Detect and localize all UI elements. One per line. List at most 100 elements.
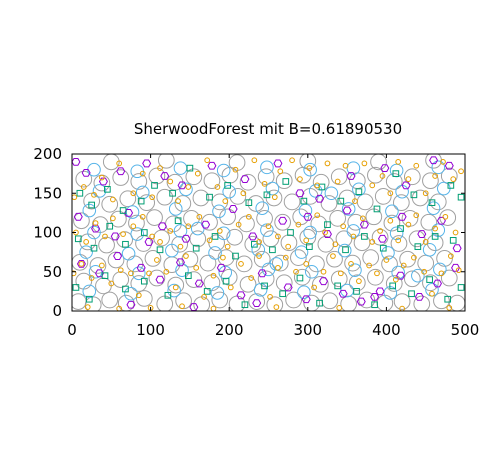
data-point-series-3-16 (355, 188, 363, 196)
data-point-series-0-99 (347, 213, 365, 231)
data-point-series-2-48 (301, 295, 311, 304)
data-point-series-3-0 (76, 189, 84, 197)
data-point-series-2-40 (136, 263, 146, 272)
data-point-series-3-37 (324, 221, 331, 228)
data-point-series-0-24 (112, 271, 130, 288)
data-point-series-4-56 (196, 213, 203, 220)
data-point-series-4-134 (399, 305, 405, 311)
data-point-series-1-22 (251, 242, 266, 257)
data-point-series-4-29 (342, 162, 349, 169)
data-point-series-1-51 (352, 182, 366, 197)
data-point-series-0-31 (239, 275, 257, 293)
data-point-series-0-150 (370, 154, 387, 171)
data-point-series-4-15 (214, 184, 221, 190)
data-point-series-4-33 (379, 173, 386, 179)
data-point-series-2-38 (95, 269, 105, 278)
data-point-series-4-58 (216, 228, 223, 234)
data-point-series-4-55 (185, 223, 192, 230)
data-point-series-0-39 (385, 275, 403, 292)
data-point-series-0-110 (174, 195, 192, 212)
data-point-series-1-29 (173, 224, 188, 238)
data-point-series-4-5 (116, 160, 123, 167)
data-point-series-0-116 (283, 193, 301, 211)
data-point-series-4-126 (455, 267, 462, 274)
data-point-series-0-95 (274, 213, 292, 231)
data-point-series-2-55 (432, 279, 442, 288)
data-point-series-0-139 (330, 168, 348, 186)
data-point-series-4-97 (193, 264, 200, 271)
data-point-series-4-117 (374, 270, 380, 277)
data-point-series-0-84 (73, 212, 90, 230)
data-point-series-0-28 (185, 271, 203, 288)
data-point-series-3-45 (72, 284, 80, 291)
data-point-series-4-124 (438, 270, 445, 277)
data-point-series-3-4 (137, 197, 145, 205)
data-point-series-1-15 (348, 263, 362, 277)
data-point-series-3-35 (287, 229, 294, 236)
data-point-series-2-6 (177, 181, 187, 190)
data-point-series-1-9 (88, 264, 103, 279)
y-tick-label: 200 (33, 145, 62, 163)
data-point-series-2-15 (429, 156, 439, 165)
data-point-series-4-122 (421, 268, 427, 275)
x-tick-label: 500 (451, 321, 480, 339)
data-point-series-1-19 (121, 246, 136, 261)
data-point-series-1-10 (132, 266, 146, 281)
data-point-series-3-59 (334, 282, 341, 290)
data-point-series-2-13 (380, 164, 390, 173)
x-axis: 0 100 200 300 400 500 (67, 154, 479, 339)
plot-area (72, 154, 465, 311)
data-point-series-3-13 (300, 197, 308, 205)
data-point-series-1-65 (324, 186, 339, 201)
data-point-series-2-11 (315, 194, 325, 203)
data-point-series-2-33 (397, 212, 407, 221)
data-point-series-0-60 (381, 255, 398, 273)
data-point-series-4-95 (172, 284, 179, 291)
data-point-series-1-1 (124, 286, 138, 301)
data-point-series-1-56 (173, 161, 188, 175)
data-point-series-3-57 (296, 274, 304, 282)
data-point-series-2-30 (342, 206, 352, 215)
data-point-series-4-36 (405, 176, 412, 182)
data-point-series-4-50 (139, 213, 146, 220)
data-point-series-0-122 (392, 194, 410, 212)
data-point-series-0-59 (362, 249, 380, 266)
data-point-series-1-62 (431, 160, 446, 175)
data-point-series-0-54 (271, 254, 289, 272)
data-point-series-1-5 (297, 285, 311, 299)
data-point-series-4-38 (422, 190, 429, 197)
data-point-series-4-45 (92, 220, 99, 226)
data-point-series-3-21 (447, 182, 455, 189)
data-point-series-2-4 (142, 159, 152, 168)
data-point-series-1-33 (346, 224, 361, 238)
data-point-series-3-64 (426, 276, 433, 283)
data-point-series-4-18 (240, 190, 247, 197)
data-point-series-3-43 (431, 233, 439, 240)
data-point-series-4-107 (282, 254, 289, 261)
data-point-series-3-61 (371, 301, 378, 309)
data-point-series-3-58 (316, 299, 323, 307)
data-point-series-3-10 (245, 199, 253, 206)
data-point-series-0-8 (211, 291, 229, 309)
data-point-series-0-91 (201, 213, 218, 231)
data-point-series-1-0 (82, 284, 97, 299)
data-point-series-0-50 (199, 254, 217, 272)
data-point-series-0-97 (310, 215, 328, 233)
data-point-series-0-128 (130, 173, 148, 190)
data-point-series-4-8 (149, 194, 156, 201)
data-point-series-2-26 (248, 232, 258, 241)
data-point-series-0-125 (75, 170, 93, 188)
data-point-series-0-142 (385, 173, 403, 190)
data-point-series-2-41 (155, 275, 165, 284)
data-point-series-2-5 (160, 172, 170, 180)
data-point-series-1-13 (261, 262, 276, 277)
data-point-series-3-36 (306, 243, 313, 250)
data-point-series-0-13 (303, 294, 321, 311)
data-point-series-1-28 (130, 227, 145, 241)
data-point-series-3-15 (337, 197, 345, 205)
data-point-series-3-51 (184, 272, 192, 280)
data-point-series-4-49 (130, 223, 137, 230)
x-tick-label: 400 (372, 321, 401, 339)
data-point-series-4-76 (387, 217, 394, 224)
